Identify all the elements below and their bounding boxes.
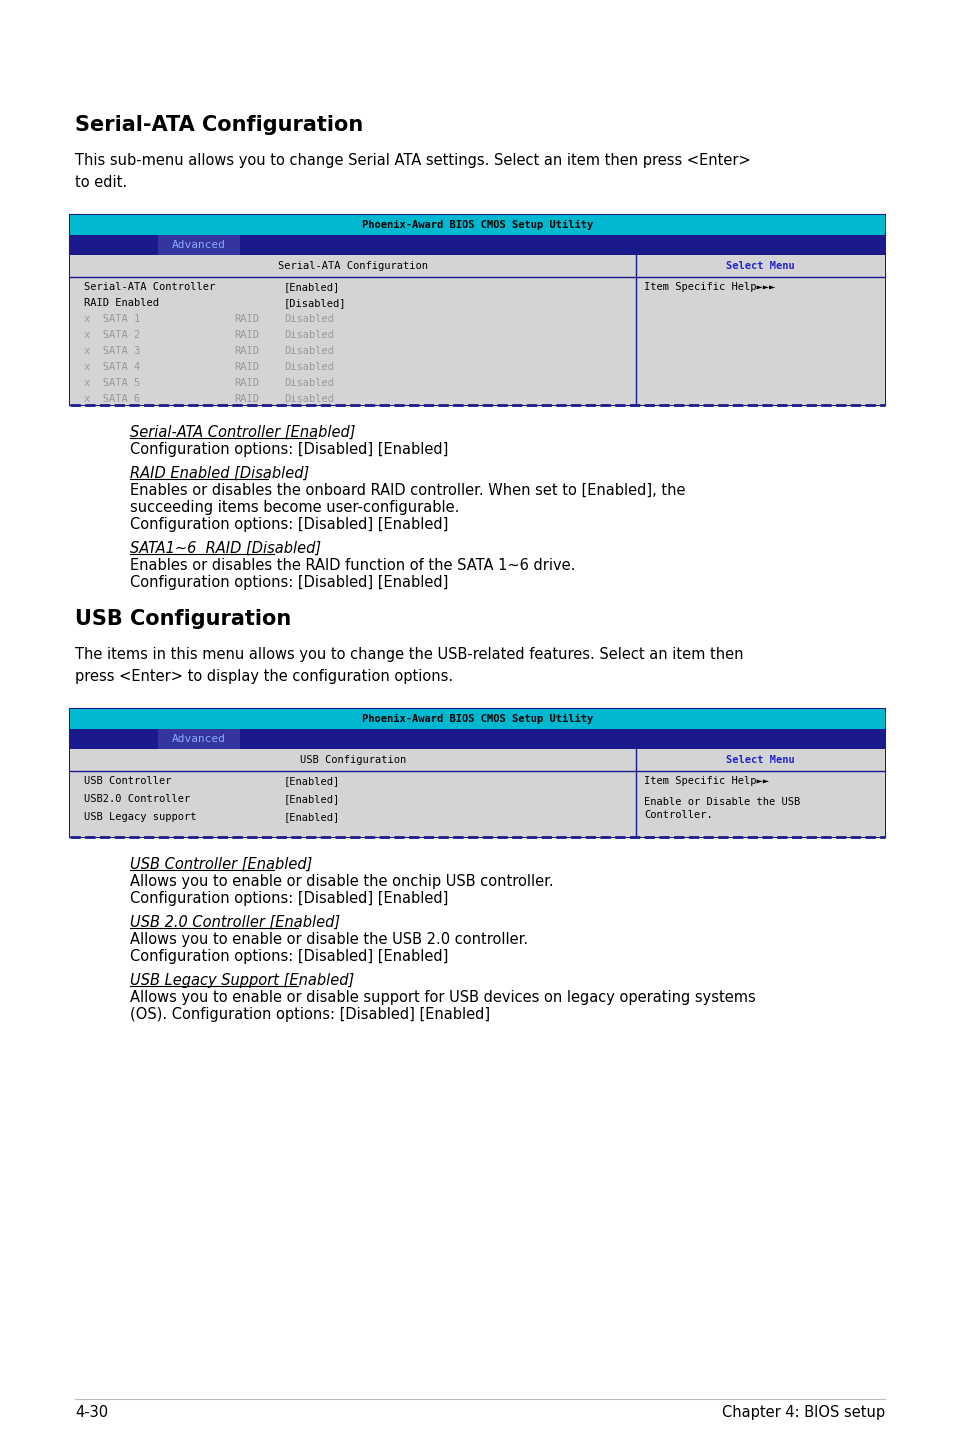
Text: Item Specific Help►►: Item Specific Help►► xyxy=(643,777,769,787)
Bar xyxy=(70,771,636,837)
Text: RAID: RAID xyxy=(233,313,258,324)
Text: Select Menu: Select Menu xyxy=(725,262,794,270)
Text: RAID: RAID xyxy=(233,347,258,357)
Bar xyxy=(70,709,884,837)
Text: SATA1~6  RAID [Disabled]: SATA1~6 RAID [Disabled] xyxy=(130,541,321,557)
Text: [Enabled]: [Enabled] xyxy=(284,794,340,804)
Text: x  SATA 6: x SATA 6 xyxy=(84,394,140,404)
Text: Allows you to enable or disable the onchip USB controller.: Allows you to enable or disable the onch… xyxy=(130,874,553,889)
Text: USB Controller: USB Controller xyxy=(84,777,172,787)
Bar xyxy=(158,234,240,255)
Text: USB Legacy Support [Enabled]: USB Legacy Support [Enabled] xyxy=(130,974,354,988)
Text: Configuration options: [Disabled] [Enabled]: Configuration options: [Disabled] [Enabl… xyxy=(130,441,448,457)
Text: Select Menu: Select Menu xyxy=(725,755,794,765)
Text: RAID: RAID xyxy=(233,394,258,404)
Text: Disabled: Disabled xyxy=(284,362,334,372)
Text: 4-30: 4-30 xyxy=(75,1405,108,1419)
Text: USB Configuration: USB Configuration xyxy=(75,610,291,628)
Text: Chapter 4: BIOS setup: Chapter 4: BIOS setup xyxy=(721,1405,884,1419)
Text: RAID: RAID xyxy=(233,362,258,372)
Bar xyxy=(70,709,884,729)
Text: Configuration options: [Disabled] [Enabled]: Configuration options: [Disabled] [Enabl… xyxy=(130,518,448,532)
Text: (OS). Configuration options: [Disabled] [Enabled]: (OS). Configuration options: [Disabled] … xyxy=(130,1007,490,1022)
Text: x  SATA 3: x SATA 3 xyxy=(84,347,140,357)
Text: Configuration options: [Disabled] [Enabled]: Configuration options: [Disabled] [Enabl… xyxy=(130,892,448,906)
Text: RAID Enabled [Disabled]: RAID Enabled [Disabled] xyxy=(130,466,309,480)
Text: [Enabled]: [Enabled] xyxy=(284,777,340,787)
Text: USB 2.0 Controller [Enabled]: USB 2.0 Controller [Enabled] xyxy=(130,915,340,930)
Text: Advanced: Advanced xyxy=(172,733,226,743)
Text: x  SATA 2: x SATA 2 xyxy=(84,329,140,339)
Text: Allows you to enable or disable support for USB devices on legacy operating syst: Allows you to enable or disable support … xyxy=(130,989,755,1005)
Text: Serial-ATA Controller: Serial-ATA Controller xyxy=(84,282,215,292)
Text: Enables or disables the onboard RAID controller. When set to [Enabled], the: Enables or disables the onboard RAID con… xyxy=(130,483,685,498)
Text: [Enabled]: [Enabled] xyxy=(284,282,340,292)
Bar xyxy=(70,749,884,771)
Text: USB Legacy support: USB Legacy support xyxy=(84,812,196,823)
Text: Phoenix-Award BIOS CMOS Setup Utility: Phoenix-Award BIOS CMOS Setup Utility xyxy=(361,715,593,723)
Text: Serial-ATA Controller [Enabled]: Serial-ATA Controller [Enabled] xyxy=(130,426,355,440)
Bar xyxy=(70,216,884,234)
Text: Enable or Disable the USB: Enable or Disable the USB xyxy=(643,797,800,807)
Text: x  SATA 4: x SATA 4 xyxy=(84,362,140,372)
Text: succeeding items become user-configurable.: succeeding items become user-configurabl… xyxy=(130,500,459,515)
Text: USB Controller [Enabled]: USB Controller [Enabled] xyxy=(130,857,312,871)
Text: Disabled: Disabled xyxy=(284,329,334,339)
Text: Item Specific Help►►►: Item Specific Help►►► xyxy=(643,282,775,292)
Bar xyxy=(70,729,884,749)
Text: [Enabled]: [Enabled] xyxy=(284,812,340,823)
Text: RAID Enabled: RAID Enabled xyxy=(84,298,159,308)
Text: The items in this menu allows you to change the USB-related features. Select an : The items in this menu allows you to cha… xyxy=(75,647,742,684)
Text: RAID: RAID xyxy=(233,329,258,339)
Text: Serial-ATA Configuration: Serial-ATA Configuration xyxy=(75,115,363,135)
Text: Disabled: Disabled xyxy=(284,313,334,324)
Text: Configuration options: [Disabled] [Enabled]: Configuration options: [Disabled] [Enabl… xyxy=(130,949,448,963)
Text: Configuration options: [Disabled] [Enabled]: Configuration options: [Disabled] [Enabl… xyxy=(130,575,448,590)
Bar xyxy=(636,771,884,837)
Text: USB2.0 Controller: USB2.0 Controller xyxy=(84,794,190,804)
Text: Phoenix-Award BIOS CMOS Setup Utility: Phoenix-Award BIOS CMOS Setup Utility xyxy=(361,220,593,230)
Text: [Disabled]: [Disabled] xyxy=(284,298,346,308)
Bar xyxy=(70,234,884,255)
Text: Disabled: Disabled xyxy=(284,347,334,357)
Text: Controller.: Controller. xyxy=(643,810,713,820)
Text: RAID: RAID xyxy=(233,378,258,388)
Text: Advanced: Advanced xyxy=(172,240,226,250)
Bar xyxy=(70,278,636,406)
Text: Disabled: Disabled xyxy=(284,378,334,388)
Text: Allows you to enable or disable the USB 2.0 controller.: Allows you to enable or disable the USB … xyxy=(130,932,528,948)
Text: Enables or disables the RAID function of the SATA 1~6 drive.: Enables or disables the RAID function of… xyxy=(130,558,575,572)
Text: x  SATA 1: x SATA 1 xyxy=(84,313,140,324)
Text: Disabled: Disabled xyxy=(284,394,334,404)
Text: This sub-menu allows you to change Serial ATA settings. Select an item then pres: This sub-menu allows you to change Seria… xyxy=(75,152,750,190)
Bar xyxy=(158,729,240,749)
Text: Serial-ATA Configuration: Serial-ATA Configuration xyxy=(278,262,428,270)
Text: x  SATA 5: x SATA 5 xyxy=(84,378,140,388)
Bar xyxy=(636,278,884,406)
Text: USB Configuration: USB Configuration xyxy=(300,755,406,765)
Bar xyxy=(70,255,884,278)
Bar xyxy=(70,216,884,406)
